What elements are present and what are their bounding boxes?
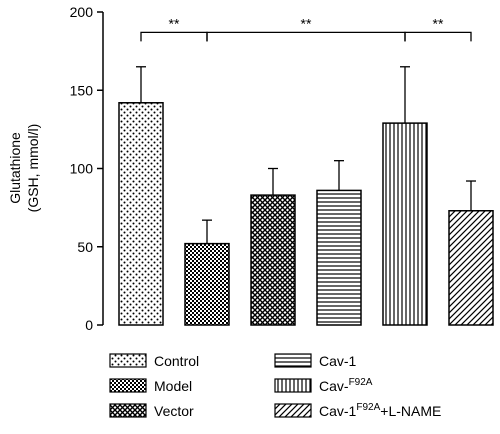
legend-swatch [274, 403, 312, 418]
bars [118, 66, 494, 326]
bar [448, 210, 494, 326]
y-tick-label: 100 [70, 161, 94, 177]
legend-label: Vector [154, 403, 194, 419]
bar [316, 189, 362, 326]
y-tick-label: 200 [70, 4, 94, 20]
bar [382, 122, 428, 326]
y-axis-title: Glutathione (GSH, mmol/l) [7, 124, 41, 213]
legend-swatch [109, 378, 147, 393]
significance-brackets: ** ** ** [140, 15, 472, 42]
legend-label: Control [154, 353, 199, 369]
significance-bracket [206, 31, 406, 42]
significance-label: ** [433, 15, 444, 31]
y-ticks: 0 50 100 150 200 [70, 4, 103, 333]
legend-label: Cav-1F92A+L-NAME [319, 402, 441, 419]
legend-swatch [274, 378, 312, 393]
legend-swatch [109, 403, 147, 418]
legend-swatch [109, 353, 147, 368]
y-axis-title-line2: (GSH, mmol/l) [25, 124, 41, 213]
y-tick-label: 150 [70, 82, 94, 98]
legend-label: Model [154, 378, 192, 394]
significance-label: ** [301, 15, 312, 31]
bar [118, 102, 164, 326]
y-tick-label: 0 [85, 317, 93, 333]
bar [250, 194, 296, 326]
bar [184, 242, 230, 326]
y-tick-label: 50 [77, 239, 93, 255]
legend-swatch [274, 353, 312, 368]
significance-bracket [404, 31, 472, 42]
y-axis-title-line1: Glutathione [7, 132, 23, 204]
legend-label: Cav-1 [319, 353, 357, 369]
significance-label: ** [169, 15, 180, 31]
legend: Control Model Vector Cav-1 Cav-F92A Cav-1F92A… [109, 353, 441, 419]
legend-label: Cav-F92A [319, 377, 373, 394]
significance-bracket [140, 31, 208, 42]
